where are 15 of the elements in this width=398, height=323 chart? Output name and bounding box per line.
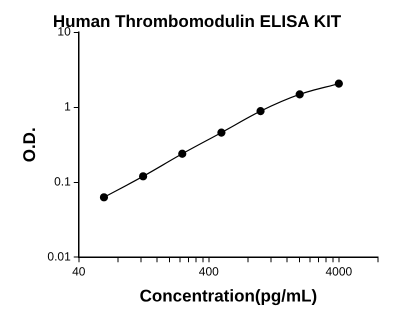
point (334, 80, 343, 88)
y-tick-label: 1 (64, 100, 72, 114)
y-tick-label: 0.1 (54, 174, 72, 189)
y-axis-title: O.D. (20, 127, 39, 162)
point (139, 172, 148, 180)
y-tick-label: 0.01 (47, 250, 72, 264)
point (217, 128, 226, 137)
point (178, 150, 186, 158)
x-tick-label: 400 (198, 264, 220, 279)
point (100, 193, 108, 202)
x-tick-label: 40 (72, 264, 86, 279)
x-tick-label: 4000 (326, 264, 353, 279)
x-axis-title: Concentration(pg/mL) (140, 286, 318, 306)
point (256, 107, 265, 116)
point (296, 90, 304, 98)
